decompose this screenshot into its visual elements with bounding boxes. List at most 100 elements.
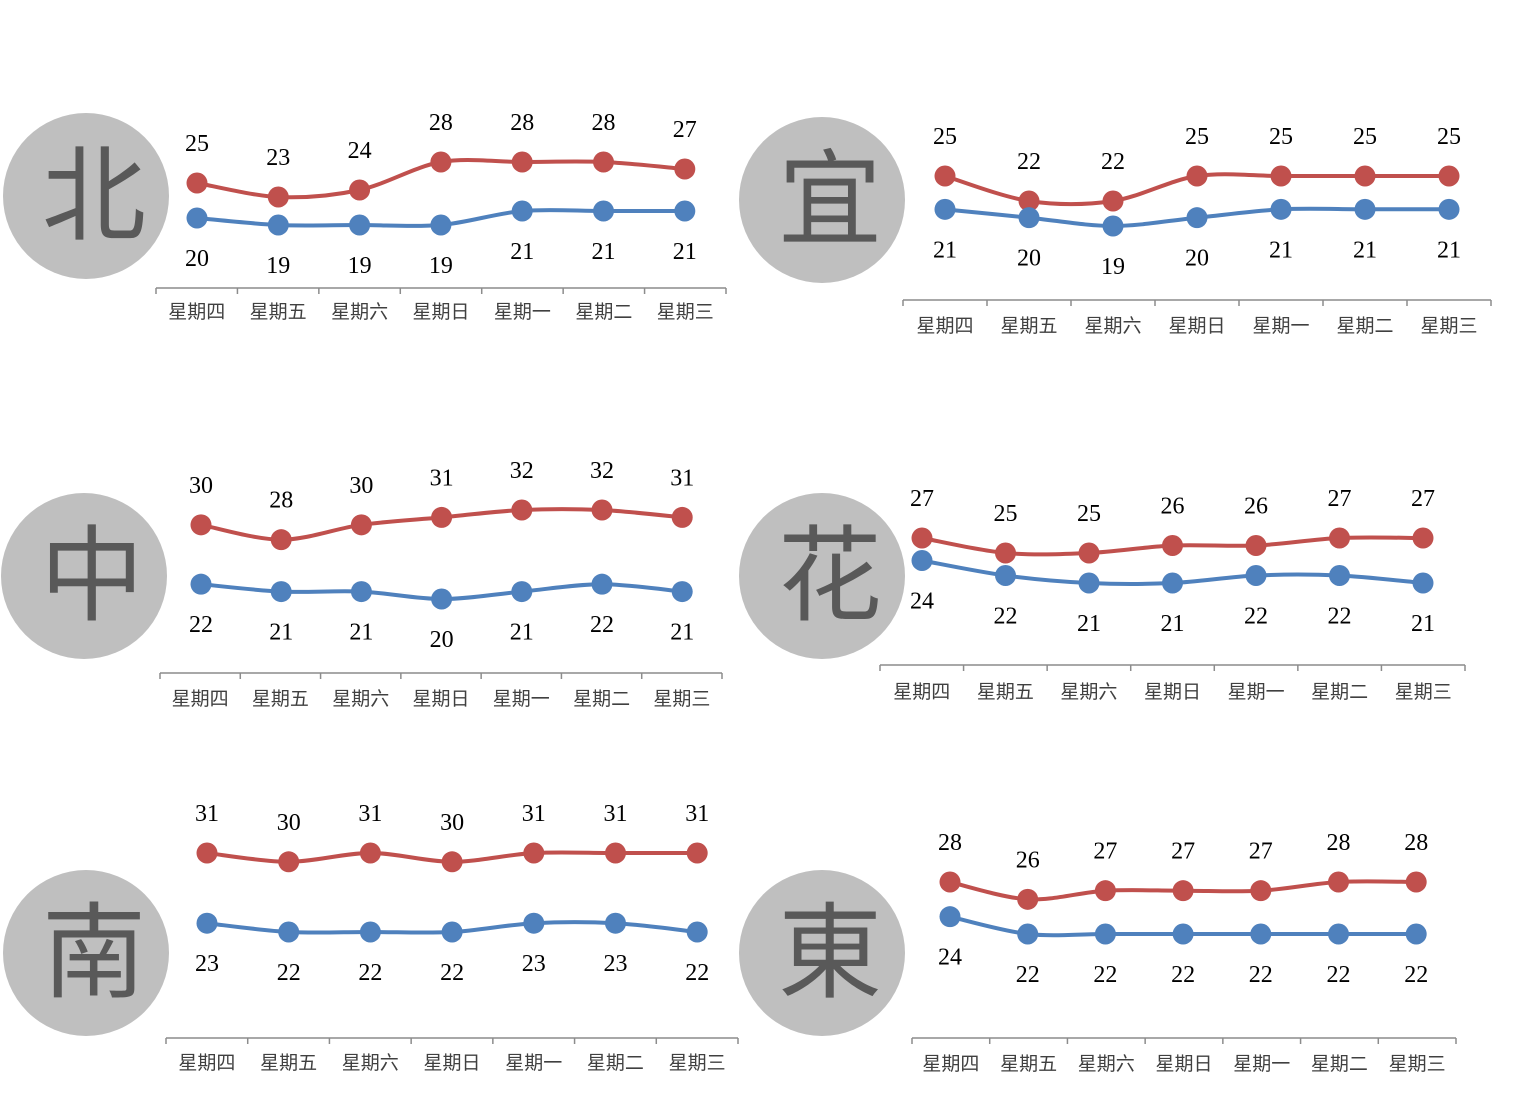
x-tick-label: 星期四	[172, 688, 229, 710]
low-temp-point	[686, 921, 708, 943]
low-temp-point	[605, 912, 626, 934]
high-temp-label: 30	[277, 810, 301, 836]
low-temp-label: 21	[933, 237, 957, 263]
region-label: 南	[42, 892, 146, 1014]
x-tick-label: 星期一	[493, 688, 550, 710]
low-temp-label: 22	[440, 960, 464, 986]
x-tick-label: 星期三	[1395, 681, 1452, 703]
x-tick-label: 星期六	[342, 1052, 399, 1074]
high-temp-label: 31	[522, 801, 546, 827]
high-temp-point	[441, 851, 463, 873]
low-temp-label: 19	[348, 253, 372, 279]
high-temp-point	[1017, 888, 1039, 910]
low-temp-point	[359, 921, 381, 943]
high-temp-label: 26	[1244, 494, 1268, 520]
low-temp-point	[591, 573, 613, 595]
high-temp-point	[1162, 535, 1183, 556]
high-temp-label: 27	[673, 117, 697, 143]
low-temp-point	[1250, 923, 1272, 945]
low-temp-point	[911, 550, 933, 571]
x-tick-label: 星期一	[494, 301, 551, 323]
x-tick-label: 星期三	[669, 1052, 726, 1074]
low-temp-point	[511, 581, 533, 603]
high-temp-label: 32	[510, 458, 534, 484]
high-temp-label: 25	[1437, 124, 1461, 150]
x-tick-label: 星期五	[250, 301, 307, 323]
low-temp-point	[523, 912, 545, 934]
high-temp-point	[1412, 527, 1434, 549]
high-temp-label: 25	[1269, 124, 1293, 150]
x-tick-label: 星期一	[505, 1052, 562, 1074]
x-tick-label: 星期六	[331, 301, 388, 323]
high-temp-label: 28	[429, 110, 453, 136]
low-temp-point	[1354, 198, 1376, 220]
x-tick-label: 星期四	[178, 1052, 235, 1074]
high-temp-point	[671, 506, 693, 528]
x-tick-label: 星期三	[653, 688, 710, 710]
x-tick-label: 星期五	[1000, 315, 1057, 337]
low-temp-point	[1328, 923, 1349, 945]
low-temp-label: 21	[592, 239, 616, 265]
region-label: 花	[778, 515, 882, 637]
low-temp-point	[350, 581, 372, 603]
low-temp-label: 21	[670, 620, 694, 646]
x-tick-label: 星期二	[1311, 1053, 1368, 1075]
low-temp-label: 22	[1093, 962, 1117, 988]
low-temp-point	[1017, 923, 1039, 945]
high-temp-label: 30	[440, 810, 464, 836]
high-temp-point	[593, 151, 614, 173]
high-temp-point	[511, 499, 533, 521]
low-temp-label: 19	[1101, 254, 1125, 280]
high-temp-label: 27	[1093, 839, 1117, 865]
low-temp-label: 22	[685, 960, 709, 986]
low-temp-label: 24	[910, 589, 934, 615]
high-temp-point	[1328, 871, 1349, 893]
low-temp-point	[196, 912, 218, 934]
high-temp-point	[430, 151, 452, 173]
low-temp-point	[1412, 572, 1434, 594]
high-temp-point	[674, 158, 696, 180]
x-tick-label: 星期三	[1420, 315, 1477, 337]
low-temp-label: 22	[1327, 962, 1351, 988]
x-tick-label: 星期六	[1084, 315, 1141, 337]
low-temp-label: 22	[189, 612, 213, 638]
high-temp-point	[1186, 165, 1208, 187]
high-temp-point	[1329, 527, 1350, 549]
region-label: 北	[42, 135, 146, 257]
x-tick-label: 星期四	[168, 301, 225, 323]
low-temp-label: 23	[604, 951, 628, 977]
high-temp-point	[1354, 165, 1376, 187]
x-tick-label: 星期日	[1168, 315, 1225, 337]
low-temp-label: 21	[673, 239, 697, 265]
x-tick-label: 星期二	[575, 301, 632, 323]
x-tick-label: 星期四	[893, 681, 950, 703]
low-temp-label: 23	[195, 951, 219, 977]
x-tick-label: 星期日	[412, 688, 469, 710]
x-tick-label: 星期五	[977, 681, 1034, 703]
high-temp-point	[511, 151, 533, 173]
high-temp-point	[523, 842, 545, 864]
low-temp-point	[267, 214, 289, 236]
high-temp-point	[1245, 535, 1267, 556]
x-tick-label: 星期六	[1078, 1053, 1135, 1075]
high-temp-label: 27	[1249, 839, 1273, 865]
high-temp-point	[1018, 190, 1040, 212]
low-temp-point	[1186, 207, 1208, 229]
low-temp-label: 21	[510, 620, 534, 646]
high-temp-label: 25	[1185, 124, 1209, 150]
high-temp-label: 25	[185, 131, 209, 157]
high-temp-label: 30	[349, 473, 373, 499]
low-temp-label: 22	[1244, 604, 1268, 630]
low-temp-label: 22	[277, 960, 301, 986]
high-temp-point	[1270, 165, 1292, 187]
x-tick-label: 星期三	[657, 301, 714, 323]
low-temp-label: 21	[510, 239, 534, 265]
low-temp-point	[431, 588, 453, 610]
x-tick-label: 星期三	[1389, 1053, 1446, 1075]
low-temp-point	[511, 200, 533, 222]
